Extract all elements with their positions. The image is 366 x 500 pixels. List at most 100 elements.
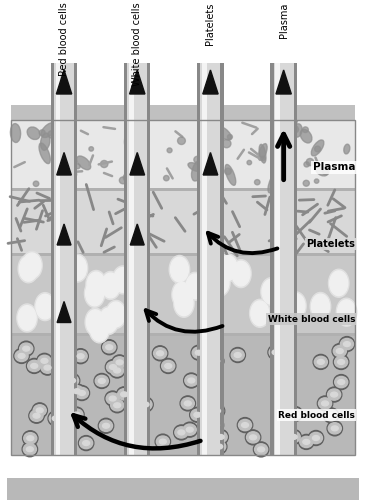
Ellipse shape [18,354,25,358]
Ellipse shape [111,400,124,411]
Ellipse shape [258,447,265,452]
Ellipse shape [308,430,324,446]
Ellipse shape [273,390,285,402]
Ellipse shape [181,398,194,409]
Ellipse shape [194,156,201,163]
Ellipse shape [304,162,309,167]
Text: Platelets: Platelets [205,2,216,45]
Ellipse shape [303,440,310,444]
Ellipse shape [286,430,301,444]
Circle shape [328,269,349,297]
Ellipse shape [213,441,226,452]
Ellipse shape [94,374,109,388]
Ellipse shape [314,179,319,183]
Bar [270,62,274,105]
Ellipse shape [27,127,40,140]
Ellipse shape [20,343,33,354]
Ellipse shape [287,406,303,422]
Ellipse shape [317,396,333,411]
Circle shape [19,256,37,281]
Bar [270,105,274,455]
Bar [11,105,355,120]
Ellipse shape [60,163,71,181]
Ellipse shape [134,152,144,164]
Circle shape [90,316,108,341]
Circle shape [18,255,39,283]
Ellipse shape [41,133,50,150]
Bar [147,62,150,105]
Ellipse shape [313,354,329,370]
Polygon shape [130,224,144,245]
Ellipse shape [336,348,343,354]
Circle shape [171,257,188,282]
Ellipse shape [208,442,221,453]
Bar [197,62,201,105]
Ellipse shape [24,432,37,444]
Ellipse shape [48,411,63,426]
Bar [11,188,355,191]
Ellipse shape [214,134,223,141]
Circle shape [106,300,126,328]
Ellipse shape [222,140,231,148]
Bar [147,105,150,455]
Ellipse shape [214,408,220,414]
Ellipse shape [48,130,56,138]
Ellipse shape [44,365,51,370]
Ellipse shape [101,340,117,354]
Ellipse shape [137,364,144,368]
Circle shape [98,306,119,334]
Ellipse shape [302,127,309,132]
Bar [201,105,220,455]
Ellipse shape [69,384,85,398]
Circle shape [210,268,230,296]
Bar [129,104,134,121]
Ellipse shape [216,444,223,449]
Circle shape [86,310,104,334]
Ellipse shape [225,168,231,174]
Ellipse shape [131,383,145,394]
Ellipse shape [247,160,251,165]
Ellipse shape [41,122,57,138]
Ellipse shape [237,418,253,432]
Ellipse shape [77,354,84,358]
Ellipse shape [306,158,314,166]
Ellipse shape [95,376,108,386]
Ellipse shape [109,396,116,401]
Ellipse shape [98,378,105,384]
Circle shape [186,274,204,298]
Bar [129,105,134,455]
Circle shape [23,253,41,278]
Ellipse shape [70,386,83,397]
Ellipse shape [14,348,29,364]
Ellipse shape [279,416,295,430]
Circle shape [87,272,105,297]
Ellipse shape [277,366,292,381]
Bar [54,62,74,105]
Circle shape [169,256,190,283]
Circle shape [287,294,305,318]
Ellipse shape [333,354,349,370]
Ellipse shape [328,422,341,434]
Ellipse shape [290,434,297,440]
Ellipse shape [300,436,313,448]
Bar [201,104,220,121]
Ellipse shape [184,401,191,406]
Ellipse shape [100,160,108,168]
Circle shape [336,298,357,326]
Ellipse shape [63,154,70,160]
Ellipse shape [109,398,125,413]
Ellipse shape [15,350,28,362]
Ellipse shape [106,393,119,404]
Circle shape [22,252,42,280]
Ellipse shape [278,368,291,379]
Circle shape [86,270,107,298]
Ellipse shape [33,404,46,416]
Circle shape [311,294,329,319]
Ellipse shape [113,357,126,368]
Ellipse shape [274,154,279,159]
Circle shape [262,280,280,304]
Ellipse shape [116,360,123,365]
Bar [127,105,147,455]
Polygon shape [276,70,291,94]
Ellipse shape [213,422,220,428]
